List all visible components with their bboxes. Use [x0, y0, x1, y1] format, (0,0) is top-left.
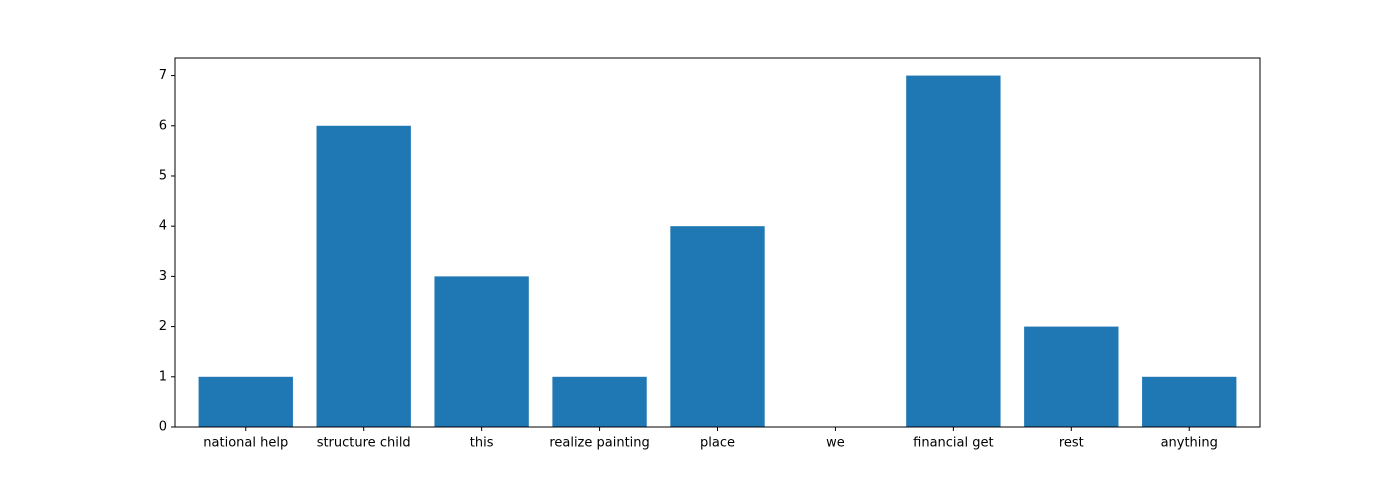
y-tick-label: 3	[159, 269, 167, 284]
bar-place	[670, 226, 765, 427]
bar-rest	[1024, 326, 1119, 427]
x-axis: national help structure child this realize …	[203, 427, 1218, 451]
x-tick-label: structure child	[317, 436, 411, 451]
y-tick-label: 4	[159, 219, 167, 234]
bar-structure-child	[316, 125, 411, 427]
y-axis: 0 1 2 3 4 5 6 7	[159, 68, 175, 435]
x-tick-label: financial get	[913, 436, 993, 451]
y-tick-label: 5	[159, 168, 167, 183]
y-tick-label: 0	[159, 420, 167, 435]
bars-group	[198, 75, 1237, 428]
x-tick-label: we	[826, 436, 845, 451]
y-tick-label: 7	[159, 68, 167, 83]
x-tick-label: rest	[1059, 436, 1084, 451]
bar-realize-painting	[552, 376, 647, 427]
bar-national-help	[198, 376, 293, 427]
plot-area-frame	[174, 57, 1261, 428]
bar-anything	[1142, 376, 1237, 427]
x-tick-label: realize painting	[549, 436, 649, 451]
bar-this	[434, 276, 529, 427]
y-tick-label: 2	[159, 319, 167, 334]
x-tick-label: anything	[1161, 436, 1218, 451]
y-tick-label: 6	[159, 118, 167, 133]
x-tick-label: place	[700, 436, 735, 451]
bar-financial-get	[906, 75, 1001, 428]
x-tick-label: national help	[203, 436, 288, 451]
y-tick-label: 1	[159, 369, 167, 384]
x-tick-label: this	[470, 436, 494, 451]
